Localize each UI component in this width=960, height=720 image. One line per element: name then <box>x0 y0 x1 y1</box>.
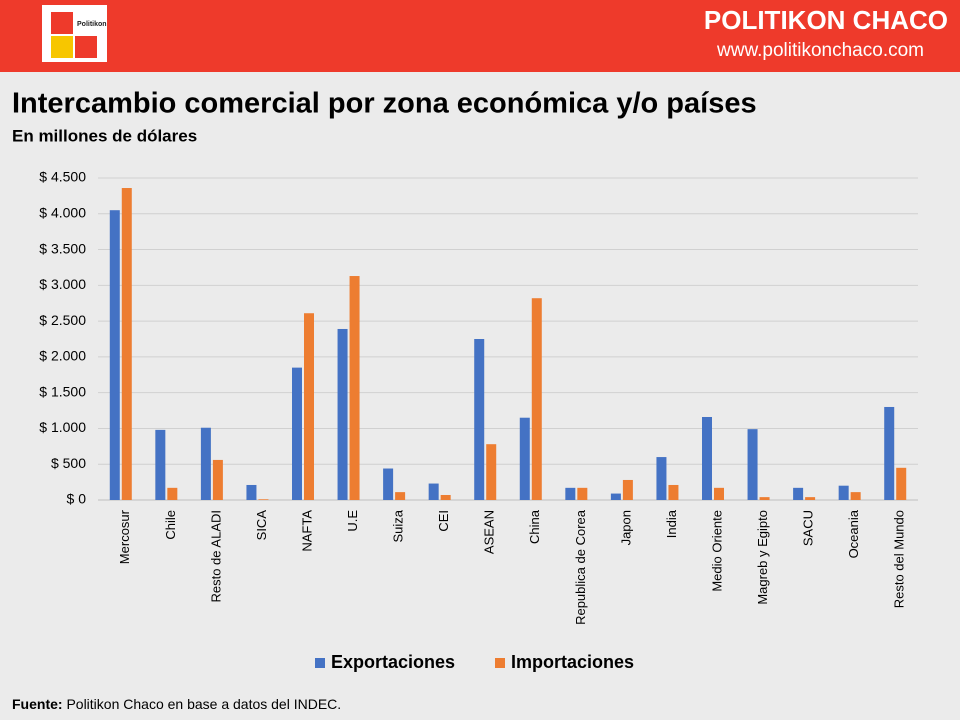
bar <box>383 468 394 500</box>
x-tick-label: Suiza <box>391 509 406 542</box>
logo-square <box>51 36 73 58</box>
y-tick-label: $ 2.000 <box>39 348 86 364</box>
bar <box>395 492 406 500</box>
bar <box>622 479 633 500</box>
bar <box>292 367 302 500</box>
bar <box>486 444 497 500</box>
x-tick-label: Japon <box>618 510 633 545</box>
chart-subtitle: En millones de dólares <box>12 126 197 145</box>
bar <box>167 487 178 500</box>
brand-url: www.politikonchaco.com <box>716 40 924 61</box>
bar <box>531 298 542 500</box>
bar <box>109 210 120 500</box>
bar <box>155 429 166 500</box>
bar <box>428 483 439 500</box>
footer: Fuente: Politikon Chaco en base a datos … <box>12 696 341 712</box>
y-tick-label: $ 4.000 <box>39 204 86 220</box>
x-tick-label: Medio Oriente <box>709 510 724 592</box>
header-band <box>0 0 960 72</box>
x-tick-label: CEI <box>436 510 451 532</box>
y-tick-label: $ 3.000 <box>39 276 86 292</box>
logo-square <box>75 36 97 58</box>
bar <box>747 429 758 500</box>
bar <box>577 487 588 500</box>
bar <box>304 313 314 500</box>
bar <box>349 276 360 500</box>
x-tick-label: India <box>664 509 679 538</box>
bar <box>610 493 621 500</box>
chart-title: Intercambio comercial por zona económica… <box>12 88 757 120</box>
x-tick-label: Oceania <box>846 509 861 558</box>
y-tick-label: $ 1.500 <box>39 383 86 399</box>
source-label: Fuente: <box>12 696 63 712</box>
x-tick-label: SACU <box>801 510 816 546</box>
bar <box>519 417 530 500</box>
x-tick-label: Magreb y Egipto <box>755 510 770 605</box>
bar <box>805 497 816 500</box>
y-tick-label: $ 0 <box>67 491 87 507</box>
y-tick-label: $ 1.000 <box>39 419 86 435</box>
y-tick-label: $ 2.500 <box>39 312 86 328</box>
logo-text: Politikon <box>77 21 107 28</box>
bar <box>838 485 849 500</box>
source-text: Politikon Chaco en base a datos del INDE… <box>63 696 342 712</box>
bar <box>246 484 257 500</box>
x-tick-label: NAFTA <box>299 510 314 552</box>
logo-square <box>51 12 73 34</box>
bar <box>440 494 451 500</box>
bar <box>258 499 269 500</box>
bar <box>702 416 712 500</box>
legend-label: Importaciones <box>511 652 634 672</box>
bar <box>565 487 576 500</box>
bar <box>474 339 485 500</box>
y-tick-label: $ 500 <box>51 455 86 471</box>
bar <box>793 487 804 500</box>
x-tick-label: Resto del Mundo <box>892 510 907 608</box>
bar <box>337 328 348 500</box>
x-tick-label: Mercosur <box>117 509 132 564</box>
y-tick-label: $ 4.500 <box>39 169 86 185</box>
legend-label: Exportaciones <box>331 652 455 672</box>
bar <box>121 188 132 501</box>
bar <box>212 459 223 500</box>
x-tick-label: Resto de ALADI <box>208 510 223 603</box>
x-tick-label: SICA <box>254 510 269 541</box>
bar <box>668 484 679 500</box>
bar <box>759 497 770 500</box>
x-tick-label: Chile <box>163 510 178 540</box>
bar <box>656 457 667 500</box>
bar <box>850 492 861 500</box>
bar <box>884 406 895 500</box>
bar <box>200 427 211 500</box>
x-tick-label: ASEAN <box>482 510 497 554</box>
bar <box>896 467 907 500</box>
x-tick-label: U.E <box>345 510 360 532</box>
legend-swatch <box>495 658 505 668</box>
x-tick-label: Republica de Corea <box>573 509 588 625</box>
legend-swatch <box>315 658 325 668</box>
x-tick-label: China <box>527 509 542 544</box>
y-tick-label: $ 3.500 <box>39 240 86 256</box>
brand: POLITIKON CHACO <box>704 5 948 35</box>
bar <box>714 487 724 500</box>
